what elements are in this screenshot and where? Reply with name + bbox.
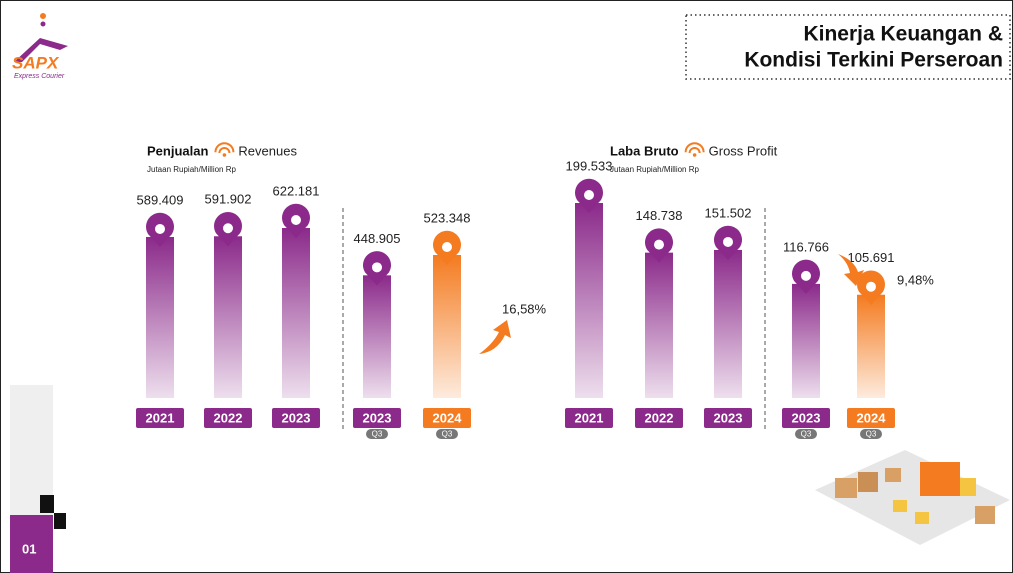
wifi-icon <box>693 153 697 157</box>
value-label: 199.533 <box>566 158 613 173</box>
chart-title: Laba Bruto <box>610 143 679 158</box>
pin-dot <box>442 242 452 252</box>
pin-dot <box>654 240 664 250</box>
value-label: 148.738 <box>636 208 683 223</box>
x-tick-label: 2024 <box>857 410 887 425</box>
chart-title-en: Gross Profit <box>709 143 778 158</box>
pin-dot <box>723 237 733 247</box>
x-tick-label: 2023 <box>282 410 311 425</box>
pin-dot <box>866 282 876 292</box>
x-sublabel: Q3 <box>801 430 812 439</box>
pin-dot <box>291 215 301 225</box>
value-label: 591.902 <box>205 192 252 207</box>
wifi-icon <box>223 153 227 157</box>
decor <box>40 495 54 513</box>
bar <box>575 203 603 398</box>
decor <box>54 513 66 529</box>
x-tick-label: 2021 <box>146 410 175 425</box>
chart-title-en: Revenues <box>238 143 297 158</box>
x-tick-label: 2023 <box>714 410 743 425</box>
logo-text: SAPX <box>12 53 60 72</box>
value-label: 105.691 <box>848 250 895 265</box>
pin-dot <box>801 271 811 281</box>
value-label: 448.905 <box>354 231 401 246</box>
page-number: 01 <box>22 541 36 556</box>
change-label: 9,48% <box>897 272 934 287</box>
change-label: 16,58% <box>502 301 547 316</box>
x-tick-label: 2021 <box>575 410 604 425</box>
chart-subtitle: Jutaan Rupiah/Million Rp <box>610 165 699 174</box>
bar <box>214 236 242 398</box>
bar <box>146 237 174 398</box>
value-label: 589.409 <box>137 192 184 207</box>
bar <box>282 228 310 398</box>
x-tick-label: 2023 <box>363 410 392 425</box>
chart-title: Penjualan <box>147 143 208 158</box>
pin-dot <box>372 262 382 272</box>
chart-subtitle: Jutaan Rupiah/Million Rp <box>147 165 236 174</box>
bar <box>645 253 673 398</box>
bar <box>792 284 820 398</box>
bar <box>363 275 391 398</box>
value-label: 523.348 <box>424 210 471 225</box>
bar <box>857 295 885 398</box>
bar <box>433 255 461 398</box>
x-sublabel: Q3 <box>442 430 453 439</box>
x-sublabel: Q3 <box>372 430 383 439</box>
pin-dot <box>155 224 165 234</box>
x-sublabel: Q3 <box>866 430 877 439</box>
logo-tagline: Express Courier <box>14 73 65 80</box>
x-tick-label: 2022 <box>214 410 243 425</box>
value-label: 622.181 <box>273 183 320 198</box>
pin-dot <box>223 223 233 233</box>
slide-title: Kinerja Keuangan & <box>803 23 1003 46</box>
pin-dot <box>584 190 594 200</box>
value-label: 116.766 <box>783 239 829 254</box>
x-tick-label: 2023 <box>792 410 821 425</box>
x-tick-label: 2024 <box>433 410 463 425</box>
x-tick-label: 2022 <box>645 410 674 425</box>
value-label: 151.502 <box>705 205 752 220</box>
slide: SAPX Express Courier Kinerja Keuangan & … <box>0 0 1013 573</box>
slide-title: Kondisi Terkini Perseroan <box>744 49 1003 72</box>
bar <box>714 250 742 398</box>
